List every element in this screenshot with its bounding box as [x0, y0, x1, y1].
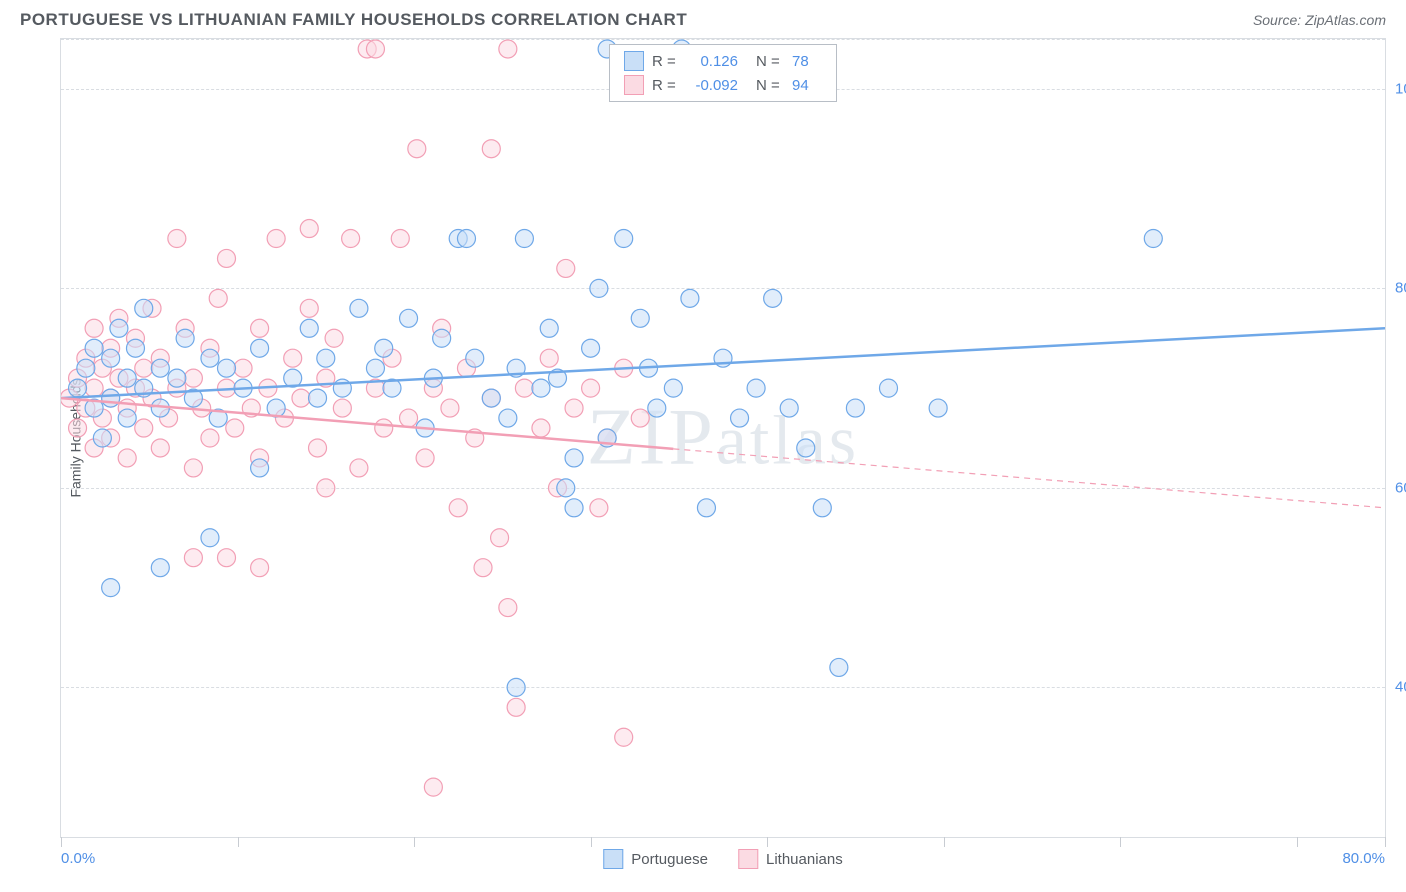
y-tick-label: 60.0%: [1395, 479, 1406, 496]
swatch-lithuanians-icon: [738, 849, 758, 869]
series-legend: Portuguese Lithuanians: [603, 849, 842, 869]
y-tick-label: 40.0%: [1395, 679, 1406, 696]
r-value-portuguese: 0.126: [688, 53, 748, 70]
n-label: N =: [756, 77, 784, 94]
n-label: N =: [756, 53, 784, 70]
chart-header: PORTUGUESE VS LITHUANIAN FAMILY HOUSEHOL…: [0, 0, 1406, 38]
legend-row-portuguese: R = 0.126 N = 78: [624, 49, 822, 73]
r-value-lithuanians: -0.092: [688, 77, 748, 94]
correlation-legend: R = 0.126 N = 78 R = -0.092 N = 94: [609, 44, 837, 102]
swatch-portuguese-icon: [603, 849, 623, 869]
x-tick-label: 80.0%: [1342, 850, 1385, 867]
legend-label-lithuanians: Lithuanians: [766, 851, 843, 868]
legend-label-portuguese: Portuguese: [631, 851, 708, 868]
source-label: Source: ZipAtlas.com: [1253, 12, 1386, 28]
swatch-portuguese: [624, 51, 644, 71]
x-tick-label: 0.0%: [61, 850, 95, 867]
n-value-portuguese: 78: [792, 53, 822, 70]
legend-item-lithuanians: Lithuanians: [738, 849, 843, 869]
swatch-lithuanians: [624, 75, 644, 95]
legend-row-lithuanians: R = -0.092 N = 94: [624, 73, 822, 97]
legend-item-portuguese: Portuguese: [603, 849, 708, 869]
r-label: R =: [652, 53, 680, 70]
n-value-lithuanians: 94: [792, 77, 822, 94]
r-label: R =: [652, 77, 680, 94]
chart-container: Family Households ZIPatlas 40.0%60.0%80.…: [60, 38, 1386, 838]
scatter-plot: [61, 39, 1385, 837]
y-tick-label: 80.0%: [1395, 280, 1406, 297]
y-tick-label: 100.0%: [1395, 80, 1406, 97]
chart-title: PORTUGUESE VS LITHUANIAN FAMILY HOUSEHOL…: [20, 10, 687, 30]
